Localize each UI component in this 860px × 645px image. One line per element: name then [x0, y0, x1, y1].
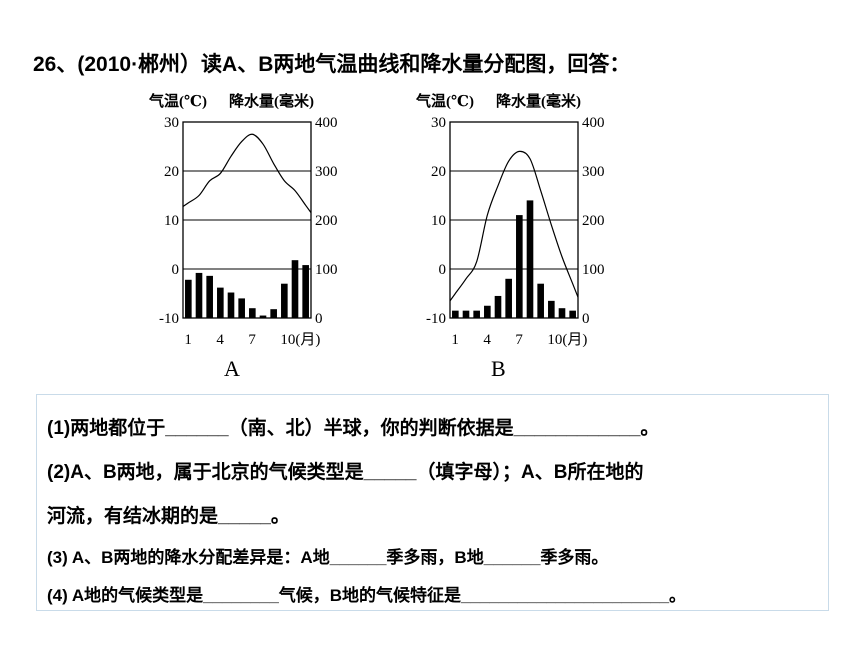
precip-bar: [206, 275, 213, 318]
precip-bar: [484, 305, 491, 318]
x-tick-label: 10(月): [280, 332, 320, 348]
precip-bar: [526, 200, 534, 318]
precip-bar: [537, 283, 544, 318]
precip-bar: [473, 310, 480, 318]
temp-tick-label: -10: [159, 311, 179, 327]
question-4: (4) A地的气候类型是________气候，B地的气候特征是_________…: [47, 586, 687, 605]
precip-bar: [462, 310, 470, 318]
temp-tick-label: 30: [164, 115, 179, 131]
precip-bar: [281, 283, 288, 318]
precip-tick-label: 0: [315, 311, 323, 327]
climate-chart-b: 气温(℃) 降水量(毫米) 30 20 10 0 -10 400 300 200 100 0 1 4 7 10…: [412, 88, 642, 393]
precip-axis-label: 降水量(毫米): [229, 92, 314, 110]
precip-bar: [238, 298, 245, 318]
precip-bar: [548, 300, 555, 318]
precip-bar: [227, 292, 235, 318]
temp-tick-label: 20: [431, 164, 446, 180]
precip-bar: [516, 215, 523, 318]
temp-tick-label: 30: [431, 115, 446, 131]
precip-tick-label: 300: [582, 164, 605, 180]
temp-axis-label: 气温(℃): [148, 92, 207, 110]
precip-axis-label: 降水量(毫米): [496, 92, 581, 110]
temp-axis-label: 气温(℃): [415, 92, 474, 110]
temp-tick-label: -10: [426, 311, 446, 327]
question-2-line-1: (2)A、B两地，属于北京的气候类型是_____（填字母）；A、B所在地的: [47, 462, 644, 483]
precip-bar: [291, 260, 299, 318]
x-tick-label: 4: [483, 332, 491, 348]
climate-chart-a: 气温(℃) 降水量(毫米) 30 20 10 0 -10 400 300 200 100 0 1 4 7 10…: [145, 88, 375, 393]
temp-tick-label: 20: [164, 164, 179, 180]
precip-tick-label: 100: [582, 262, 605, 278]
x-tick-label: 4: [216, 332, 224, 348]
precip-bar: [569, 310, 576, 318]
precip-bar: [302, 265, 309, 318]
precip-bar: [494, 295, 502, 318]
x-tick-label: 7: [248, 332, 256, 348]
x-tick-label: 10(月): [547, 332, 587, 348]
temp-tick-label: 10: [164, 213, 179, 229]
temp-tick-label: 10: [431, 213, 446, 229]
temperature-curve: [182, 133, 312, 214]
precip-bar: [270, 309, 277, 318]
precip-tick-label: 200: [315, 213, 338, 229]
temp-tick-label: 0: [172, 262, 180, 278]
precip-bar: [217, 287, 224, 318]
x-tick-label: 7: [515, 332, 523, 348]
precip-bar: [505, 278, 512, 318]
temp-tick-label: 0: [439, 262, 447, 278]
question-3: (3) A、B两地的降水分配差异是：A地______季多雨，B地______季多…: [47, 548, 609, 567]
precip-tick-label: 100: [315, 262, 338, 278]
precip-bar: [185, 279, 192, 318]
precip-bar: [452, 310, 459, 318]
precip-bar: [259, 315, 267, 318]
temperature-curve: [449, 150, 579, 302]
x-tick-label: 1: [451, 332, 459, 348]
question-2-line-2: 河流，有结冰期的是_____。: [47, 506, 290, 527]
precip-tick-label: 400: [582, 115, 605, 131]
precip-tick-label: 0: [582, 311, 590, 327]
chart-label: B: [491, 356, 506, 381]
precip-tick-label: 300: [315, 164, 338, 180]
precip-bar: [195, 272, 203, 318]
precip-bar: [249, 308, 256, 318]
question-title: 26、(2010·郴州）读A、B两地气温曲线和降水量分配图，回答：: [33, 53, 631, 76]
question-1: (1)两地都位于______（南、北）半球，你的判断依据是___________…: [47, 418, 660, 439]
precip-bar: [558, 308, 566, 318]
x-tick-label: 1: [184, 332, 192, 348]
precip-tick-label: 200: [582, 213, 605, 229]
chart-label: A: [224, 356, 240, 381]
questions-box: (1)两地都位于______（南、北）半球，你的判断依据是___________…: [36, 394, 829, 611]
precip-tick-label: 400: [315, 115, 338, 131]
